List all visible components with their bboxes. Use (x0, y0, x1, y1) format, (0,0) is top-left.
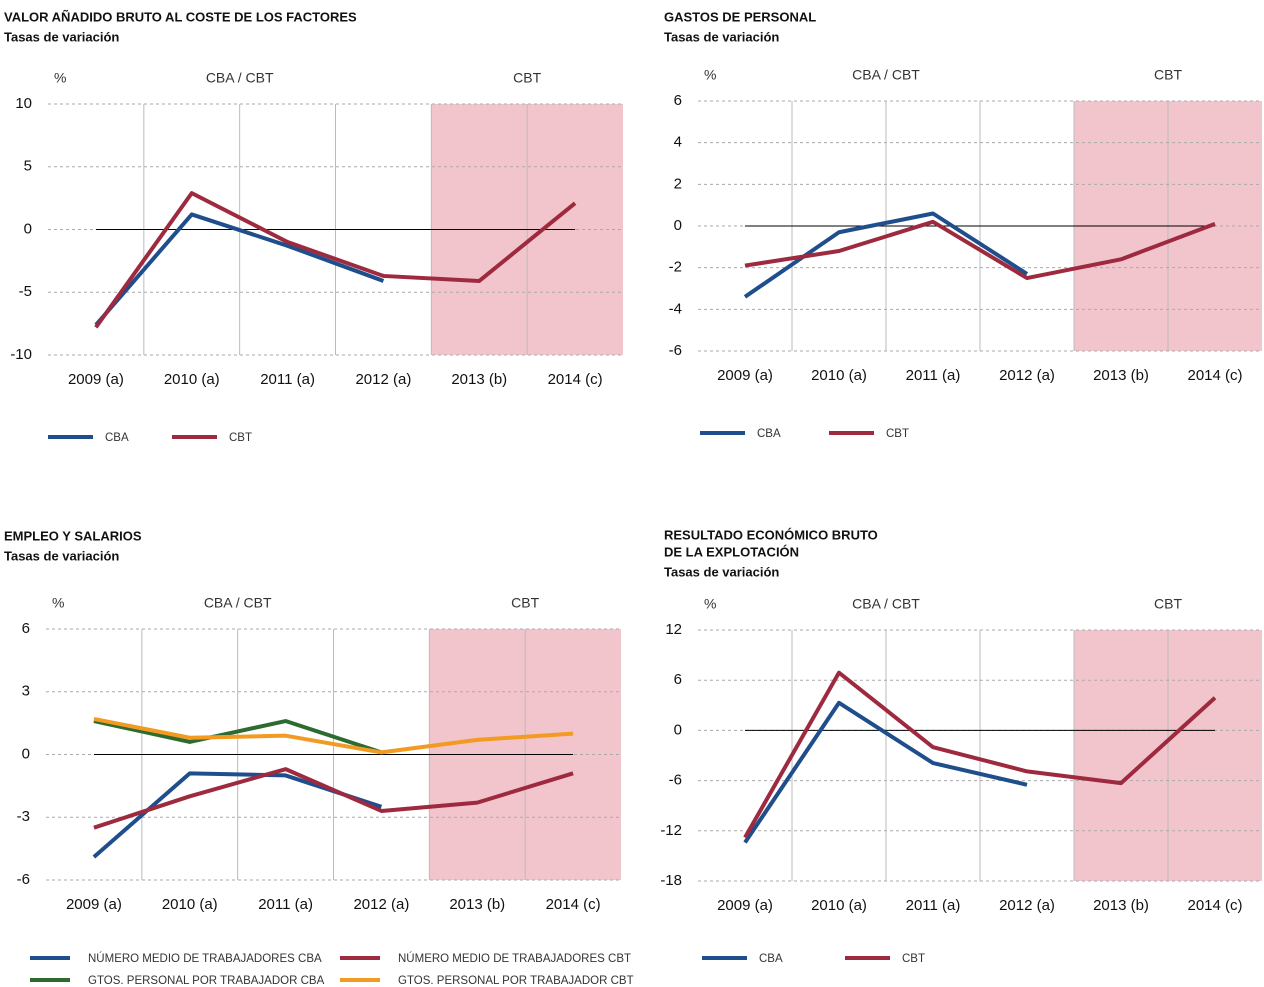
x-tick-label: 2009 (a) (66, 896, 122, 913)
unit-label: % (704, 67, 716, 83)
chart-panel: VALOR AÑADIDO BRUTO AL COSTE DE LOS FACT… (4, 9, 623, 444)
x-tick-label: 2013 (b) (1093, 367, 1149, 384)
x-tick-label: 2009 (a) (68, 371, 124, 388)
data-line (93, 719, 383, 755)
chart-subtitle: Tasas de variación (664, 29, 779, 44)
chart-title: DE LA EXPLOTACIÓN (664, 544, 799, 559)
chart-subtitle: Tasas de variación (4, 548, 119, 563)
y-tick-label: 6 (674, 671, 682, 688)
y-tick-label: -6 (669, 772, 682, 789)
legend-label: CBT (902, 953, 925, 965)
x-tick-label: 2012 (a) (999, 897, 1055, 914)
data-line (743, 211, 1029, 299)
unit-label: % (52, 595, 64, 611)
y-tick-label: -6 (17, 871, 30, 888)
x-tick-label: 2011 (a) (906, 367, 961, 384)
chart-title: RESULTADO ECONÓMICO BRUTO (664, 527, 878, 542)
chart-subtitle: Tasas de variación (4, 29, 119, 44)
x-tick-label: 2010 (a) (811, 367, 867, 384)
x-tick-label: 2013 (b) (1093, 897, 1149, 914)
x-tick-label: 2014 (c) (1187, 367, 1242, 384)
x-tick-label: 2014 (c) (1187, 897, 1242, 914)
y-tick-label: 0 (24, 220, 32, 237)
y-tick-label: 0 (674, 217, 682, 234)
y-tick-label: 3 (22, 683, 30, 700)
x-tick-label: 2009 (a) (717, 897, 773, 914)
legend-label: NÚMERO MEDIO DE TRABAJADORES CBT (398, 952, 631, 965)
chart-title: EMPLEO Y SALARIOS (4, 528, 142, 543)
data-line (94, 212, 385, 327)
legend-label: CBA (105, 432, 129, 444)
x-tick-label: 2010 (a) (164, 371, 220, 388)
region-label: CBA / CBT (206, 70, 274, 86)
y-tick-label: -2 (669, 259, 682, 276)
data-line (744, 219, 1216, 281)
region-label: CBA / CBT (204, 595, 272, 611)
x-tick-label: 2012 (a) (999, 367, 1055, 384)
region-label: CBT (511, 595, 539, 611)
x-tick-label: 2011 (a) (260, 371, 315, 388)
legend-label: GTOS. PERSONAL POR TRABAJADOR CBA (88, 975, 325, 987)
legend-label: CBT (886, 428, 909, 440)
chart-title: GASTOS DE PERSONAL (664, 9, 816, 24)
legend-label: GTOS. PERSONAL POR TRABAJADOR CBT (398, 975, 634, 987)
y-tick-label: -10 (10, 346, 32, 363)
chart-panel: GASTOS DE PERSONAL Tasas de variación CBA … (664, 9, 1262, 440)
region-label: CBA / CBT (852, 67, 920, 83)
chart-subtitle: Tasas de variación (664, 564, 779, 579)
legend-label: NÚMERO MEDIO DE TRABAJADORES CBA (88, 952, 322, 965)
y-tick-label: 6 (22, 620, 30, 637)
y-tick-label: -18 (660, 872, 682, 889)
x-tick-label: 2014 (c) (548, 371, 603, 388)
unit-label: % (54, 70, 66, 86)
x-tick-label: 2010 (a) (162, 896, 218, 913)
region-label: CBT (1154, 67, 1182, 83)
data-line (743, 700, 1028, 844)
y-tick-label: 0 (674, 721, 682, 738)
x-tick-label: 2013 (b) (449, 896, 505, 913)
x-tick-label: 2009 (a) (717, 367, 773, 384)
y-tick-label: 0 (22, 745, 30, 762)
x-tick-label: 2014 (c) (546, 896, 601, 913)
y-tick-label: -5 (19, 283, 32, 300)
y-tick-label: 6 (674, 92, 682, 109)
x-tick-label: 2012 (a) (355, 371, 411, 388)
chart-panel: RESULTADO ECONÓMICO BRUTO DE LA EXPLOTACI… (660, 527, 1262, 965)
x-tick-label: 2011 (a) (906, 897, 961, 914)
data-line (94, 191, 577, 329)
y-tick-label: -3 (17, 808, 30, 825)
y-tick-label: 12 (665, 621, 682, 638)
x-tick-label: 2012 (a) (353, 896, 409, 913)
y-tick-label: -6 (669, 342, 682, 359)
region-label: CBA / CBT (852, 596, 920, 612)
y-tick-label: -4 (669, 300, 682, 317)
region-label: CBT (1154, 596, 1182, 612)
data-line (93, 716, 574, 755)
x-tick-label: 2011 (a) (258, 896, 313, 913)
y-tick-label: 4 (674, 134, 682, 151)
data-line (93, 767, 574, 830)
data-line (743, 670, 1217, 839)
legend-label: CBA (759, 953, 783, 965)
legend-label: CBT (229, 432, 252, 444)
unit-label: % (704, 596, 716, 612)
y-tick-label: 2 (674, 175, 682, 192)
y-tick-label: -12 (660, 822, 682, 839)
chart-title: VALOR AÑADIDO BRUTO AL COSTE DE LOS FACT… (4, 9, 357, 24)
region-label: CBT (513, 70, 541, 86)
y-tick-label: 5 (24, 158, 32, 175)
x-tick-label: 2013 (b) (451, 371, 507, 388)
chart-panel: EMPLEO Y SALARIOS Tasas de variación CBA /… (4, 528, 634, 987)
legend-label: CBA (757, 428, 781, 440)
y-tick-label: 10 (15, 95, 32, 112)
x-tick-label: 2010 (a) (811, 897, 867, 914)
